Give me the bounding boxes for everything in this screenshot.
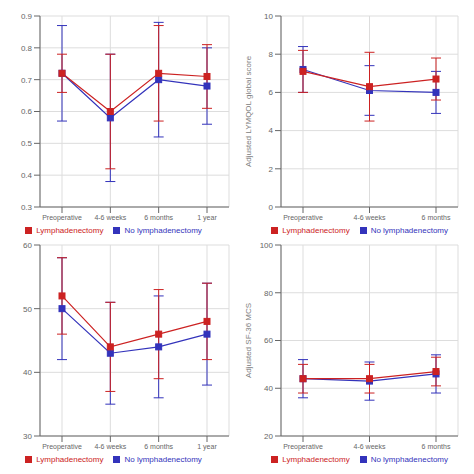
svg-text:4: 4	[269, 126, 274, 135]
html-text:Lymphadenectomy: Lymphadenectomy	[282, 455, 350, 464]
svg-text:Preoperative: Preoperative	[42, 443, 82, 451]
html-text:No lymphadenectomy: No lymphadenectomy	[370, 455, 448, 464]
svg-text:8: 8	[269, 50, 274, 59]
svg-text:4-6 weeks: 4-6 weeks	[94, 214, 126, 221]
svg-text:100: 100	[260, 241, 274, 250]
svg-text:6 months: 6 months	[144, 214, 173, 221]
svg-text:6: 6	[269, 88, 274, 97]
svg-text:80: 80	[264, 289, 273, 298]
svg-text:Adjusted SF-36 MCS: Adjusted SF-36 MCS	[244, 303, 253, 378]
svg-text:Preoperative: Preoperative	[42, 214, 82, 222]
svg-text:1 year: 1 year	[197, 443, 217, 451]
svg-text:Adjusted LYMQOL global score: Adjusted LYMQOL global score	[244, 55, 253, 167]
svg-text:0.4: 0.4	[21, 171, 33, 180]
svg-text:6 months: 6 months	[144, 443, 173, 450]
svg-text:60: 60	[23, 241, 32, 250]
svg-text:0.3: 0.3	[21, 203, 33, 212]
svg-text:0.7: 0.7	[21, 76, 33, 85]
html-text:Lymphadenectomy: Lymphadenectomy	[36, 455, 104, 464]
svg-text:4-6 weeks: 4-6 weeks	[354, 214, 386, 221]
svg-text:40: 40	[264, 384, 273, 393]
svg-text:60: 60	[264, 336, 273, 345]
svg-text:6 months: 6 months	[422, 443, 451, 450]
svg-text:Preoperative: Preoperative	[283, 214, 323, 222]
svg-text:4-6 weeks: 4-6 weeks	[354, 443, 386, 450]
svg-text:0.8: 0.8	[21, 44, 33, 53]
html-text:No lymphadenectomy: No lymphadenectomy	[124, 226, 202, 235]
svg-text:0.9: 0.9	[21, 12, 33, 21]
html-text:Lymphadenectomy: Lymphadenectomy	[36, 226, 104, 235]
svg-text:Preoperative: Preoperative	[283, 443, 323, 451]
svg-text:40: 40	[23, 368, 32, 377]
svg-text:30: 30	[23, 432, 32, 441]
svg-text:1 year: 1 year	[197, 214, 217, 222]
html-text:No lymphadenectomy: No lymphadenectomy	[124, 455, 202, 464]
svg-text:0.5: 0.5	[21, 139, 33, 148]
html-text:No lymphadenectomy: No lymphadenectomy	[370, 226, 448, 235]
svg-text:10: 10	[264, 12, 273, 21]
svg-text:6 months: 6 months	[422, 214, 451, 221]
svg-text:0.6: 0.6	[21, 107, 33, 116]
svg-text:50: 50	[23, 305, 32, 314]
svg-text:2: 2	[269, 165, 274, 174]
svg-text:20: 20	[264, 432, 273, 441]
svg-text:0: 0	[269, 203, 274, 212]
svg-text:4-6 weeks: 4-6 weeks	[94, 443, 126, 450]
html-text:Lymphadenectomy: Lymphadenectomy	[282, 226, 350, 235]
